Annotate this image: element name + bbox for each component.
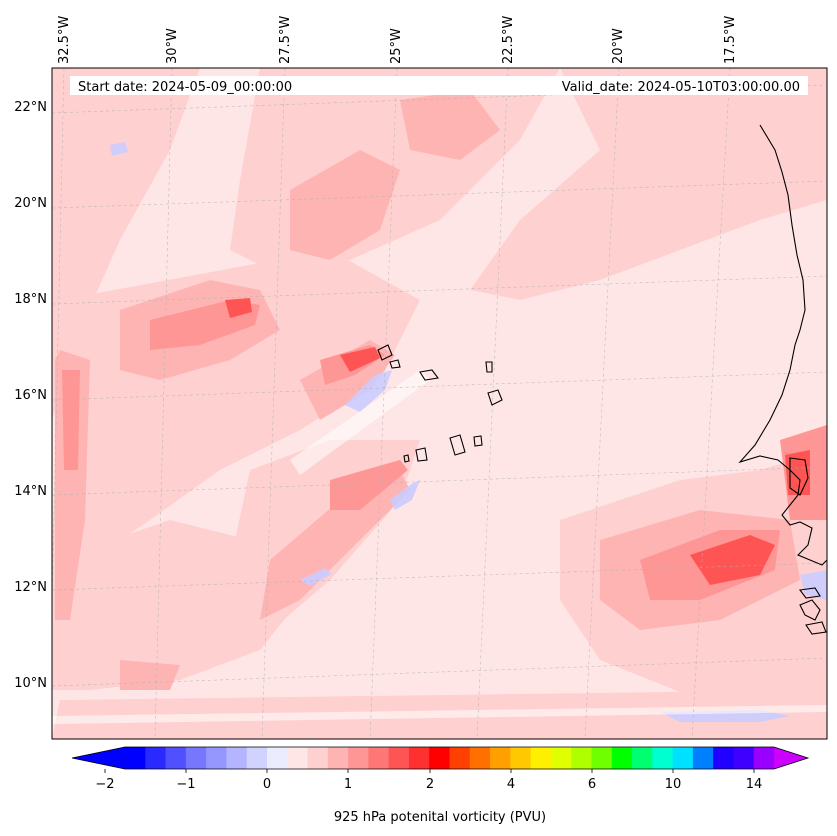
colorbar-swatch [753, 747, 775, 769]
colorbar-swatch [591, 747, 613, 769]
colorbar-label: 925 hPa potenital vorticity (PVU) [334, 810, 546, 825]
lat-label: 14°N [14, 484, 47, 499]
colorbar: −2 −1 0 1 2 4 6 10 14 925 hPa potenital … [71, 746, 810, 825]
colorbar-swatch [713, 747, 734, 769]
colorbar-outline [71, 746, 810, 770]
lat-label: 12°N [14, 580, 47, 595]
map-border [51, 67, 828, 740]
map-panel [52, 68, 827, 739]
coastline [377, 124, 827, 635]
lon-label: 30°W [165, 28, 180, 64]
colorbar-swatch [550, 747, 572, 769]
colorbar-swatch [125, 747, 146, 769]
colorbar-tick-label: −1 [176, 777, 195, 792]
colorbar-swatch [145, 747, 167, 769]
lon-label: 25°W [389, 28, 404, 64]
lat-label: 18°N [14, 292, 47, 307]
valid-date-text: Valid_date: 2024-05-10T03:00:00.00 [562, 80, 800, 95]
lon-label: 22.5°W [501, 16, 516, 64]
colorbar-swatch [611, 747, 633, 769]
colorbar-tick-label: 2 [426, 777, 434, 792]
colorbar-tick-label: −2 [95, 777, 114, 792]
colorbar-swatch [469, 747, 491, 769]
pv-field-white-band [52, 370, 827, 724]
colorbar-swatch [490, 747, 511, 769]
colorbar-swatch [368, 747, 390, 769]
lat-label: 22°N [14, 100, 47, 115]
colorbar-swatch [672, 747, 694, 769]
colorbar-tick-label: 6 [588, 777, 596, 792]
colorbar-tick-label: 1 [344, 777, 352, 792]
lon-label: 32.5°W [57, 16, 72, 64]
lat-label: 16°N [14, 388, 47, 403]
colorbar-swatch [388, 747, 410, 769]
colorbar-swatch [510, 747, 532, 769]
colorbar-swatch [287, 747, 309, 769]
colorbar-swatches [125, 747, 775, 769]
lon-label: 17.5°W [723, 16, 738, 64]
colorbar-swatch [327, 747, 349, 769]
colorbar-tick-labels: −2 −1 0 1 2 4 6 10 14 [95, 777, 762, 792]
colorbar-swatch [652, 747, 674, 769]
colorbar-swatch [632, 747, 653, 769]
colorbar-swatch [165, 747, 187, 769]
colorbar-tick-label: 10 [665, 777, 682, 792]
longitude-labels: 32.5°W 30°W 27.5°W 25°W 22.5°W 20°W 17.5… [57, 16, 738, 64]
colorbar-swatch [348, 747, 369, 769]
start-date-text: Start date: 2024-05-09_00:00:00 [78, 80, 292, 95]
graticule [52, 68, 827, 739]
colorbar-over-arrow [774, 747, 808, 769]
colorbar-tick-label: 0 [263, 777, 271, 792]
pv-field-peak [225, 298, 810, 585]
lat-label: 20°N [14, 196, 47, 211]
colorbar-swatch [226, 747, 248, 769]
colorbar-tick-label: 14 [746, 777, 763, 792]
colorbar-swatch [266, 747, 288, 769]
colorbar-swatch [185, 747, 207, 769]
lon-label: 20°W [611, 28, 626, 64]
lon-label: 27.5°W [278, 16, 293, 64]
colorbar-swatch [571, 747, 592, 769]
colorbar-ticks [104, 769, 755, 773]
colorbar-swatch [530, 747, 552, 769]
colorbar-swatch [246, 747, 268, 769]
colorbar-swatch [307, 747, 329, 769]
colorbar-under-arrow [72, 747, 125, 769]
colorbar-swatch [408, 747, 430, 769]
colorbar-swatch [429, 747, 450, 769]
lat-label: 10°N [14, 676, 47, 691]
colorbar-swatch [733, 747, 755, 769]
colorbar-swatch [692, 747, 714, 769]
colorbar-tick-label: 4 [507, 777, 515, 792]
colorbar-swatch [206, 747, 227, 769]
latitude-labels: 22°N 20°N 18°N 16°N 14°N 12°N 10°N [14, 100, 47, 691]
colorbar-swatch [449, 747, 471, 769]
date-banner [70, 76, 808, 95]
